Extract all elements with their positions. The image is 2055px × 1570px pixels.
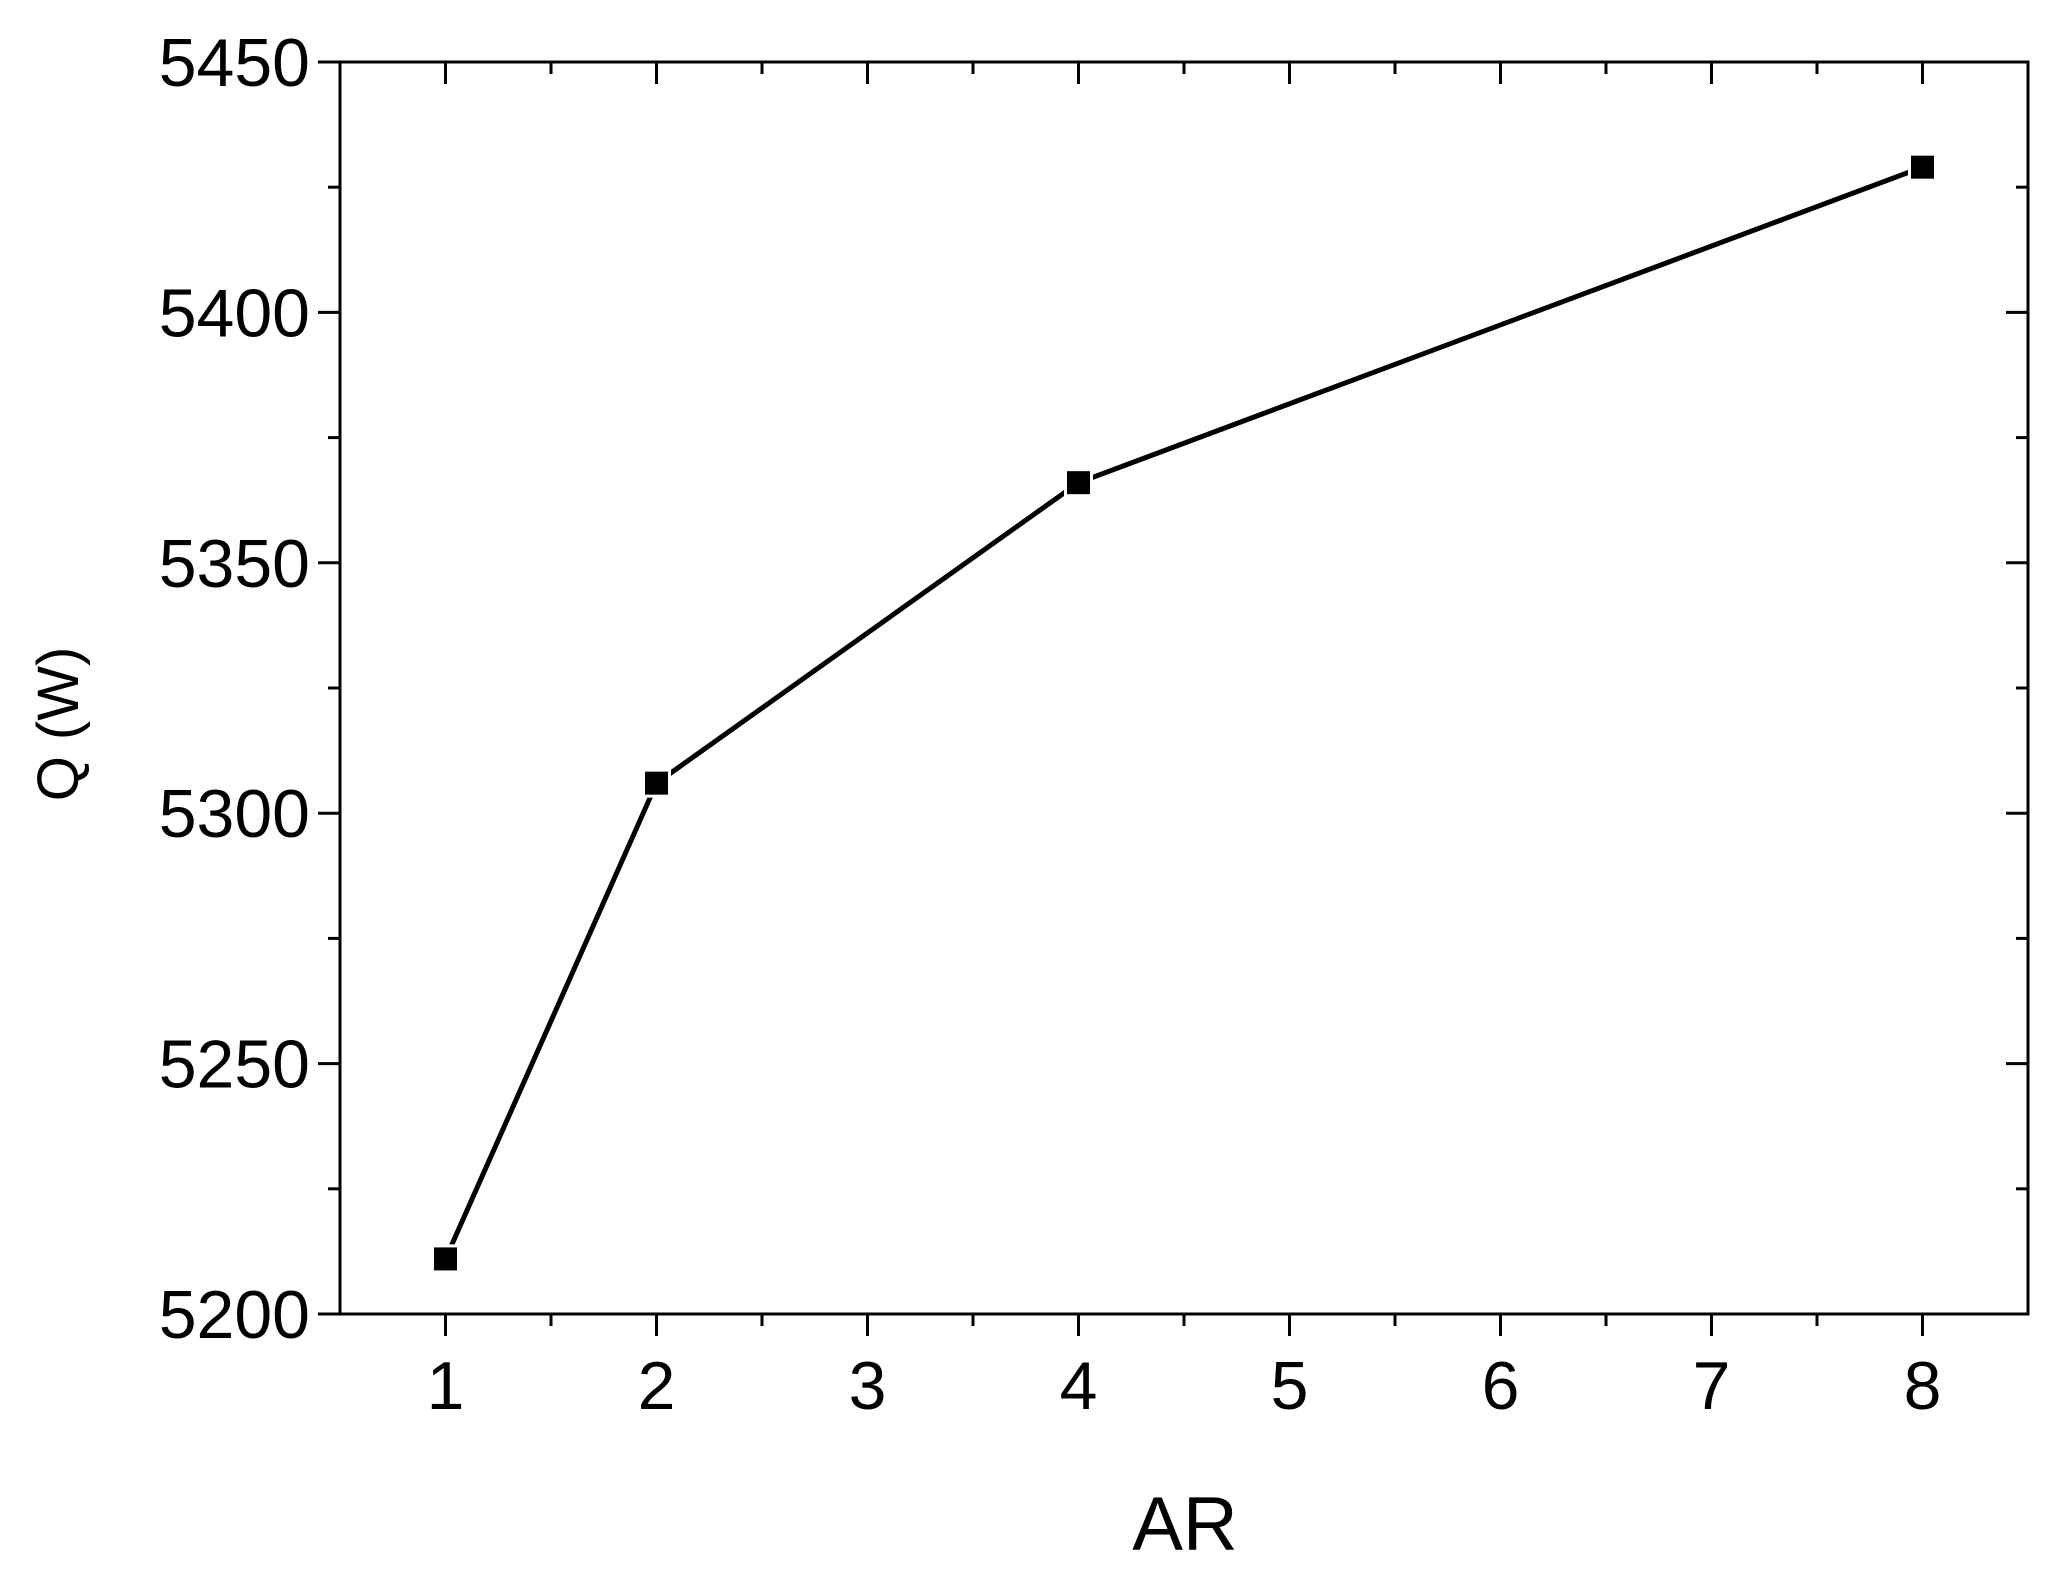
x-tick-label: 4	[1060, 1348, 1098, 1424]
y-axis-label: Q (W)	[26, 647, 91, 802]
x-tick-label: 1	[427, 1348, 465, 1424]
x-tick-label: 6	[1482, 1348, 1520, 1424]
y-tick-label: 5300	[159, 776, 310, 852]
y-tick-label: 5200	[159, 1277, 310, 1353]
x-tick-label: 2	[638, 1348, 676, 1424]
marker	[1064, 468, 1093, 498]
marker	[642, 768, 671, 798]
x-tick-label: 8	[1904, 1348, 1942, 1424]
marker	[1908, 152, 1937, 182]
y-tick-label: 5400	[159, 275, 310, 351]
x-tick-label: 3	[849, 1348, 887, 1424]
marker	[431, 1244, 460, 1274]
x-tick-label: 7	[1693, 1348, 1731, 1424]
y-tick-label: 5350	[159, 526, 310, 602]
x-axis-label: AR	[1132, 1482, 1238, 1567]
series-line	[443, 164, 1924, 1260]
plot-frame	[338, 60, 2030, 1316]
y-tick-label: 5250	[159, 1027, 310, 1103]
y-tick-label: 5450	[159, 25, 310, 101]
x-tick-label: 5	[1271, 1348, 1309, 1424]
